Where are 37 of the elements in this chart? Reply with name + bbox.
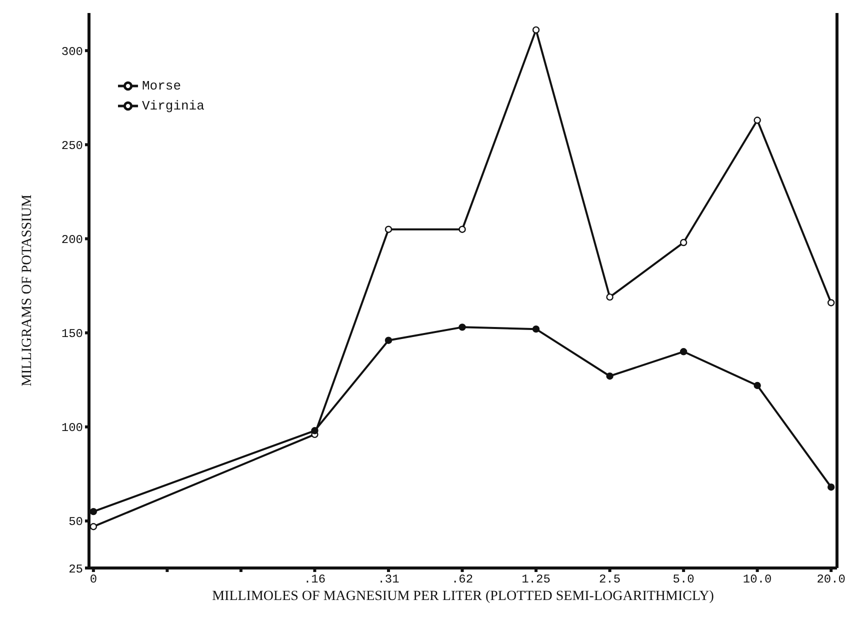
- point: [532, 26, 540, 34]
- point: [458, 324, 466, 331]
- point: [384, 226, 392, 233]
- point: [532, 325, 540, 333]
- point: [680, 348, 688, 356]
- y-tick-label: 250: [61, 138, 83, 153]
- x-tick-label: 10.0: [742, 572, 772, 587]
- x-tick-label: .62: [451, 572, 474, 587]
- point: [828, 484, 835, 491]
- y-tick-label: 100: [61, 421, 83, 436]
- y-tick-label: 300: [61, 44, 83, 59]
- y-tick-label: 25: [68, 562, 83, 576]
- y-axis-title: MILLIGRAMS OF POTASSIUM: [20, 194, 35, 386]
- point: [90, 523, 98, 530]
- point: [754, 116, 761, 124]
- x-tick-label: 20.0: [816, 572, 846, 587]
- point: [754, 382, 761, 390]
- x-tick-label: 0: [90, 572, 98, 587]
- y-tick-label: 150: [61, 327, 83, 342]
- x-tick-label: .16: [304, 572, 326, 587]
- legend-label: Virginia: [142, 98, 204, 114]
- legend-label: Morse: [142, 78, 182, 94]
- point: [680, 238, 688, 246]
- x-axis-title: MILLIMOLES OF MAGNESIUM PER LITER (PLOTTED SEMI-LOGARITHMICLY): [212, 588, 714, 604]
- y-tick-label: 200: [61, 233, 83, 248]
- point: [828, 299, 835, 306]
- point: [606, 293, 614, 301]
- point: [90, 508, 98, 516]
- point: [311, 427, 318, 434]
- point: [606, 372, 614, 380]
- x-tick-label: .31: [378, 572, 400, 587]
- x-tick-label: 5.0: [672, 572, 694, 587]
- point: [384, 336, 392, 344]
- point: [458, 226, 466, 233]
- x-tick-label: 1.25: [522, 572, 550, 587]
- x-tick-label: 2.5: [598, 572, 621, 587]
- y-tick-label: 50: [68, 515, 83, 530]
